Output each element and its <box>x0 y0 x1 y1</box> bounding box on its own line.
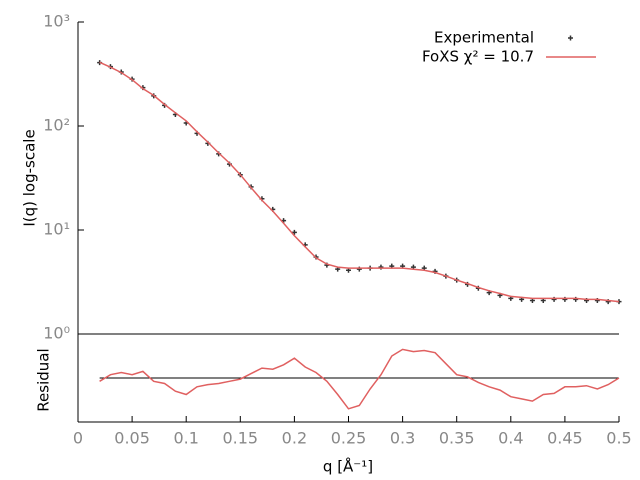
y-tick-label: 10⁰ <box>43 324 70 343</box>
legend-label: Experimental <box>434 29 534 47</box>
data-line <box>99 61 620 303</box>
x-tick-label: 0 <box>73 429 83 448</box>
x-tick-label: 0.3 <box>390 429 415 448</box>
x-tick-label: 0.4 <box>498 429 523 448</box>
y-tick-label: 10¹ <box>43 220 70 239</box>
x-tick-label: 0.45 <box>547 429 583 448</box>
data-line <box>99 348 620 410</box>
x-tick-label: 0.1 <box>173 429 198 448</box>
x-tick-label: 0.25 <box>331 429 367 448</box>
legend-label: FoXS χ² = 10.7 <box>422 48 534 66</box>
x-axis-label: q [Å⁻¹] <box>323 457 373 476</box>
x-tick-label: 0.5 <box>606 429 631 448</box>
x-tick-label: 0.2 <box>282 429 307 448</box>
y-tick-label: 10³ <box>43 12 70 31</box>
x-tick-label: 0.15 <box>222 429 258 448</box>
residual-axis-label: Residual <box>35 348 53 411</box>
x-tick-label: 0.35 <box>439 429 475 448</box>
y-axis-label: I(q) log-scale <box>21 129 39 226</box>
legend-marker <box>568 35 573 41</box>
x-tick-label: 0.05 <box>114 429 150 448</box>
data-point <box>291 229 297 235</box>
y-tick-label: 10² <box>43 116 70 135</box>
